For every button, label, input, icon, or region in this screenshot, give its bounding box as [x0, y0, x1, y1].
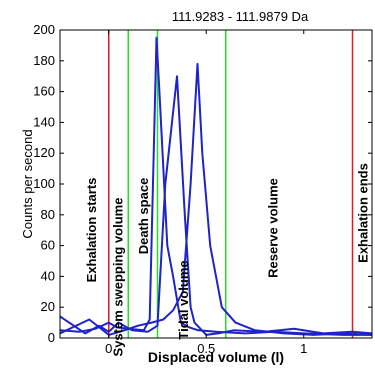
- y-tick-label: 20: [41, 299, 55, 314]
- annotation-label: Reserve volume: [266, 178, 281, 278]
- x-tick-label: 0: [105, 341, 112, 356]
- y-axis: 0 20 40 60 80 100 120 140 160 180 200: [33, 22, 372, 345]
- y-tick-label: 60: [41, 238, 55, 253]
- annotation-label: Tidal volume: [176, 260, 191, 339]
- x-axis-label: Displaced volume (l): [148, 349, 284, 365]
- y-tick-label: 40: [41, 268, 55, 283]
- series-line-2: [60, 75, 372, 336]
- series-line-3: [60, 62, 372, 336]
- x-tick-label: 0.5: [197, 341, 215, 356]
- plot-clip: [60, 30, 372, 338]
- annotation-label: Exhalation ends: [355, 163, 370, 263]
- chart-title: 111.9283 - 111.9879 Da: [172, 9, 309, 24]
- annotations: Exhalation starts System swepping volume D…: [84, 163, 370, 356]
- y-tick-label: 100: [33, 176, 55, 191]
- annotation-label: Death space: [136, 178, 151, 255]
- plot-area: [60, 30, 372, 338]
- x-axis: 0 0.5 1: [105, 30, 307, 356]
- axes-frame: [59, 29, 373, 339]
- y-axis-label: Counts per second: [20, 129, 35, 238]
- annotation-label: System swepping volume: [111, 198, 126, 357]
- y-tick-label: 80: [41, 207, 55, 222]
- x-tick-label: 1: [300, 341, 307, 356]
- y-tick-label: 200: [33, 22, 55, 37]
- y-tick-label: 0: [48, 330, 55, 345]
- y-tick-label: 160: [33, 84, 55, 99]
- annotation-label: Exhalation starts: [84, 178, 99, 283]
- y-tick-label: 120: [33, 145, 55, 160]
- series-line-1: [60, 36, 372, 336]
- y-tick-label: 140: [33, 114, 55, 129]
- y-tick-label: 180: [33, 53, 55, 68]
